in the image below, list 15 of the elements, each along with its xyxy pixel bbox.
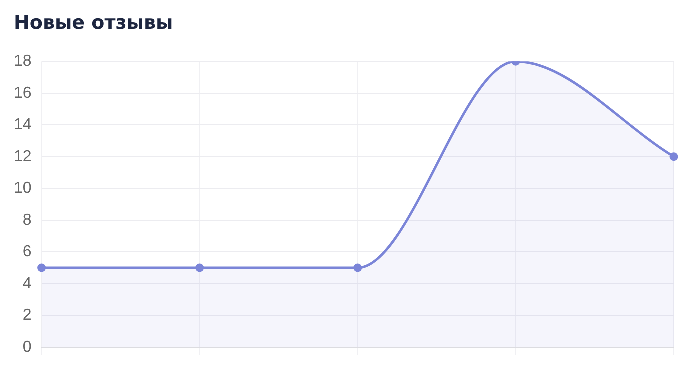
y-tick-label: 18 bbox=[14, 53, 32, 70]
y-tick-label: 10 bbox=[14, 180, 32, 198]
y-tick-label: 16 bbox=[14, 84, 32, 102]
point bbox=[670, 152, 678, 162]
chart-title: Новые отзывы bbox=[14, 12, 174, 34]
y-tick-label: 8 bbox=[22, 212, 32, 229]
y-tick-label: 14 bbox=[14, 116, 32, 134]
y-tick-label: 0 bbox=[22, 338, 32, 356]
point bbox=[38, 264, 46, 272]
y-tick-label: 4 bbox=[22, 275, 32, 292]
y-tick-label: 12 bbox=[14, 148, 32, 166]
y-tick-label: 2 bbox=[22, 307, 32, 324]
point bbox=[354, 264, 362, 272]
point bbox=[196, 264, 204, 272]
y-tick-label: 6 bbox=[22, 244, 32, 261]
